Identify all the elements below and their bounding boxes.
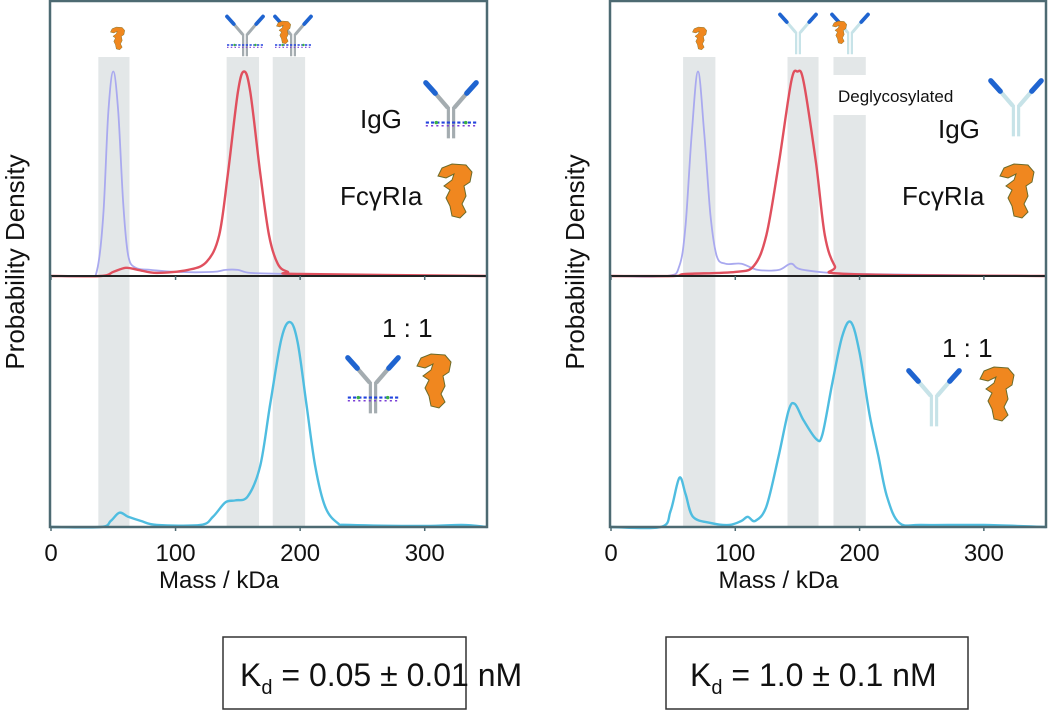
ratio-label: 1 : 1	[382, 313, 433, 343]
deglycosylated-igg-icon	[991, 81, 1041, 137]
top-trace-1	[50, 70, 488, 278]
y-axis-label: Probability Density	[0, 154, 30, 369]
plot-frame	[48, 0, 489, 529]
label-backdrop	[830, 75, 870, 115]
kd-text-right: Kd = 1.0 ± 0.1 nM	[690, 657, 937, 699]
x-tick-label: 300	[964, 540, 1004, 567]
receptor-label: FcγRIa	[902, 181, 985, 211]
bottom-trace-0	[50, 320, 488, 529]
top-trace-0	[50, 70, 488, 278]
mass-band	[833, 57, 866, 527]
ratio-label: 1 : 1	[942, 333, 993, 363]
x-axis-label: Mass / kDa	[159, 567, 280, 594]
x-tick-label: 0	[604, 540, 617, 567]
x-tick-label: 200	[280, 540, 320, 567]
igg-label: IgG	[938, 114, 980, 144]
y-axis-label: Probability Density	[560, 154, 590, 369]
igg-icon	[225, 14, 265, 59]
mass-band	[272, 57, 306, 527]
mass-band	[787, 57, 819, 527]
receptor-icon	[979, 366, 1015, 422]
bottom-trace-0	[610, 320, 1047, 530]
top-trace-0	[610, 70, 1047, 278]
igg-icon	[426, 83, 476, 139]
mass-band	[683, 57, 716, 527]
x-axis-label: Mass / kDa	[718, 567, 839, 594]
x-tick-label: 300	[405, 540, 445, 567]
receptor-icon	[110, 26, 125, 50]
igg-label: IgG	[360, 104, 402, 134]
x-tick-label: 200	[840, 540, 880, 567]
kd-box-right	[665, 636, 969, 710]
deglycosylated-label: Deglycosylated	[838, 87, 953, 106]
receptor-icon	[692, 26, 707, 50]
kd-box-left	[222, 636, 467, 710]
deglycosylated-igg-icon	[909, 371, 959, 427]
x-tick-label: 0	[44, 540, 57, 567]
receptor-icon	[437, 163, 473, 219]
kd-text-left: Kd = 0.05 ± 0.01 nM	[240, 657, 522, 699]
mass-band	[98, 57, 130, 527]
receptor-label: FcγRIa	[340, 181, 423, 211]
deglycosylated-igg-icon	[778, 12, 818, 57]
receptor-icon	[416, 353, 452, 409]
top-trace-1	[610, 69, 1047, 278]
receptor-icon	[999, 163, 1035, 219]
x-tick-label: 100	[715, 540, 755, 567]
plot-frame	[608, 0, 1048, 529]
receptor-icon	[832, 20, 847, 44]
x-tick-label: 100	[156, 540, 196, 567]
igg-icon	[348, 358, 398, 414]
